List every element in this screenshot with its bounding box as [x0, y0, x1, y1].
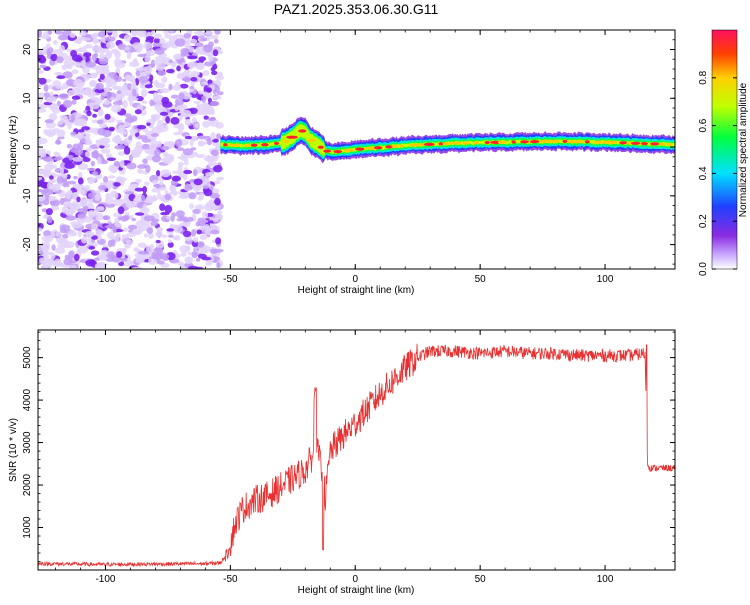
- spectrogram-frame: [37, 29, 676, 270]
- y-tick-label: 3000: [22, 431, 33, 454]
- colorbar-tick-label: 0.4: [698, 166, 709, 180]
- snr-y-label: SNR (10 * v/v): [8, 418, 19, 482]
- spectrogram-y-ticks: -20 -10 0 10 20: [22, 29, 675, 265]
- colorbar-ticks: 0.0 0.2 0.4 0.6 0.8: [698, 70, 737, 276]
- y-tick-label: -20: [22, 237, 33, 252]
- snr-x-ticks: -100 -50 0 50 100: [55, 330, 656, 585]
- y-tick-label: 5000: [22, 346, 33, 369]
- colorbar-tick-label: 0.0: [698, 262, 709, 276]
- x-tick-label: -50: [223, 274, 238, 285]
- colorbar-label: Normalized spectral amplitude: [738, 82, 749, 217]
- snr-x-label: Height of straight line (km): [298, 585, 415, 596]
- snr-plot: -100 -50 0 50 100 1000 2000 3000 4000 5000 Heigh…: [8, 329, 676, 596]
- x-tick-label: 0: [352, 274, 358, 285]
- x-tick-label: 50: [475, 574, 487, 585]
- x-tick-label: -100: [95, 574, 115, 585]
- y-tick-label: -10: [22, 188, 33, 203]
- colorbar-tick-label: 0.2: [698, 214, 709, 228]
- x-tick-label: 100: [597, 274, 614, 285]
- x-tick-label: 100: [597, 574, 614, 585]
- y-tick-label: 20: [22, 44, 33, 56]
- colorbar-tick-label: 0.8: [698, 70, 709, 84]
- colorbar-tick-label: 0.6: [698, 118, 709, 132]
- spectrogram-heatmap: [38, 30, 675, 269]
- y-tick-label: 4000: [22, 389, 33, 412]
- y-tick-label: 0: [22, 144, 33, 150]
- figure-title: PAZ1.2025.353.06.30.G11: [274, 1, 439, 17]
- y-tick-label: 1000: [22, 516, 33, 539]
- snr-y-ticks: 1000 2000 3000 4000 5000: [22, 331, 675, 562]
- x-tick-label: -50: [223, 574, 238, 585]
- x-tick-label: -100: [95, 274, 115, 285]
- x-tick-label: 50: [475, 274, 487, 285]
- colorbar-gradient: [711, 29, 738, 270]
- x-tick-label: 0: [352, 574, 358, 585]
- y-tick-label: 2000: [22, 473, 33, 496]
- spectrogram-y-label: Frequency (Hz): [8, 116, 19, 185]
- colorbar: 0.0 0.2 0.4 0.6 0.8 Normalized spectral ampl…: [698, 29, 749, 276]
- spectrogram-x-ticks: -100 -50 0 50 100: [55, 30, 656, 285]
- y-tick-label: 10: [22, 92, 33, 104]
- snr-frame: [37, 329, 676, 571]
- snr-series-line: [38, 343, 675, 568]
- spectrogram-x-label: Height of straight line (km): [298, 285, 415, 296]
- snr-plot-area: [38, 343, 675, 568]
